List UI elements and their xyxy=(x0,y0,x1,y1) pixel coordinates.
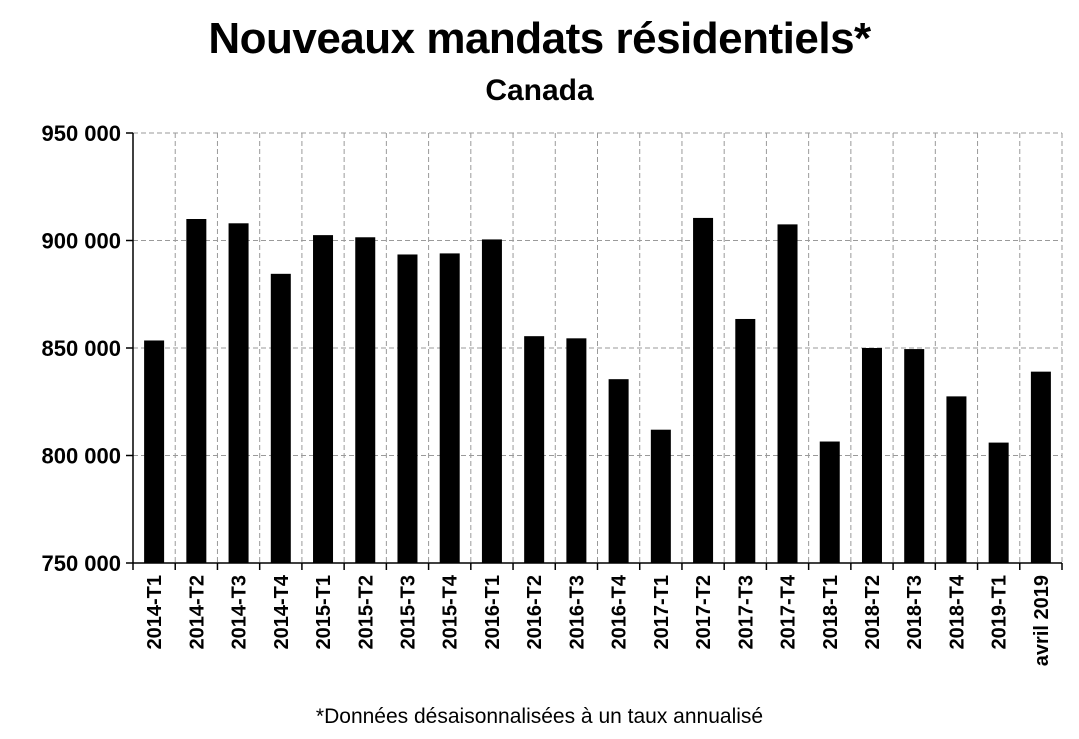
bar xyxy=(228,223,249,564)
x-tick-label: 2018-T4 xyxy=(946,574,968,649)
x-tick-label: 2015-T4 xyxy=(440,574,462,649)
bar xyxy=(608,379,629,563)
y-tick-label: 800 000 xyxy=(41,444,121,469)
x-tick-label: 2014-T1 xyxy=(144,575,166,650)
y-tick-label: 950 000 xyxy=(41,121,121,146)
x-tick-label: 2017-T3 xyxy=(735,575,757,650)
bar xyxy=(650,429,671,563)
bar xyxy=(566,338,587,563)
chart-footnote: *Données désaisonnalisées à un taux annu… xyxy=(315,705,764,728)
bar xyxy=(819,441,840,563)
x-tick-label: avril 2019 xyxy=(1031,575,1053,666)
x-tick-label: 2018-T1 xyxy=(820,575,842,650)
bar xyxy=(313,235,334,563)
x-tick-label: 2014-T2 xyxy=(186,575,208,650)
bars-layer xyxy=(144,217,1051,564)
x-tick-label: 2018-T2 xyxy=(862,575,884,650)
x-tick-label: 2015-T2 xyxy=(355,575,377,650)
y-tick-label: 900 000 xyxy=(41,229,121,254)
labels-layer: 750 000 800 000 850 000 900 000 950 000 2014-… xyxy=(41,121,1052,666)
bar xyxy=(397,254,418,563)
x-tick-label: 2017-T1 xyxy=(651,575,673,650)
bar xyxy=(861,348,882,563)
x-tick-label: 2016-T3 xyxy=(566,575,588,650)
y-tick-label: 750 000 xyxy=(41,551,121,576)
bar xyxy=(144,340,165,563)
x-tick-label: 2014-T3 xyxy=(229,575,251,650)
bar xyxy=(693,217,714,564)
x-tick-label: 2018-T3 xyxy=(904,575,926,650)
bar xyxy=(988,442,1009,563)
x-tick-label: 2016-T2 xyxy=(524,575,546,650)
x-tick-label: 2017-T2 xyxy=(693,575,715,650)
bar xyxy=(439,253,460,563)
chart-subtitle: Canada xyxy=(485,74,594,107)
x-tick-label: 2017-T4 xyxy=(778,574,800,649)
axes-layer xyxy=(126,132,1063,570)
bar xyxy=(186,219,207,563)
x-tick-label: 2015-T1 xyxy=(313,575,335,650)
x-tick-label: 2016-T1 xyxy=(482,575,504,650)
bar xyxy=(777,224,798,563)
chart-title: Nouveaux mandats résidentiels* xyxy=(208,14,871,63)
bar xyxy=(270,273,291,563)
bar xyxy=(481,239,502,564)
bar xyxy=(1030,371,1051,563)
bar xyxy=(355,237,376,563)
bar xyxy=(735,318,756,563)
x-tick-label: 2016-T4 xyxy=(609,574,631,649)
x-tick-label: 2019-T1 xyxy=(989,575,1011,650)
bar xyxy=(524,336,545,563)
bar xyxy=(904,349,925,563)
bar xyxy=(946,396,967,563)
x-tick-label: 2015-T3 xyxy=(397,575,419,650)
x-tick-label: 2014-T4 xyxy=(271,574,293,649)
y-tick-label: 850 000 xyxy=(41,336,121,361)
